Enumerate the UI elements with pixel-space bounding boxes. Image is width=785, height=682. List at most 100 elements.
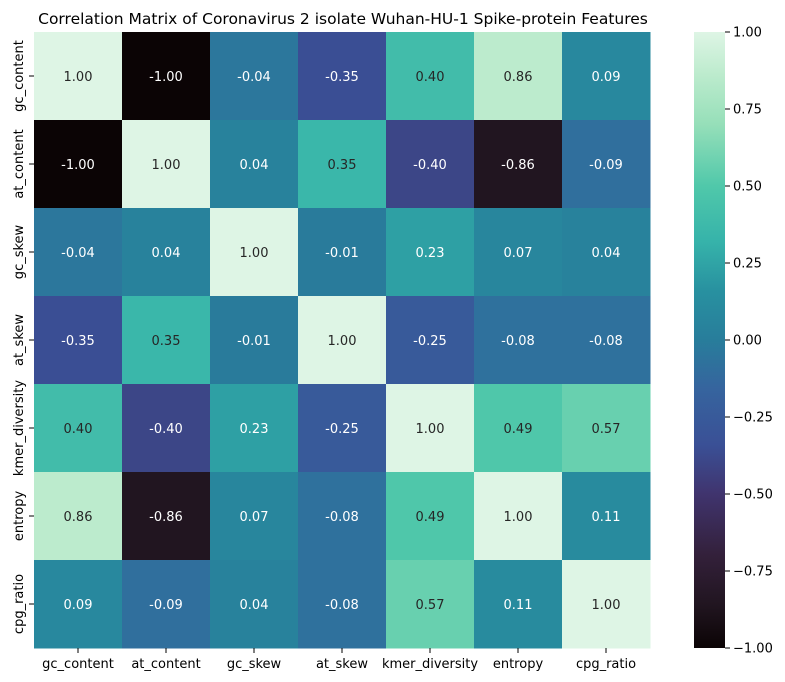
heatmap-cell xyxy=(122,384,211,473)
cell-value-label: -0.08 xyxy=(501,334,535,349)
y-tick-label: cpg_ratio xyxy=(12,574,27,634)
cell-value-label: -0.25 xyxy=(413,334,447,349)
x-tick-label: at_content xyxy=(131,657,200,672)
heatmap-cell xyxy=(210,32,299,121)
y-tick-label: at_content xyxy=(12,129,27,198)
cell-value-label: 0.09 xyxy=(592,70,621,85)
cell-value-label: 0.07 xyxy=(504,246,533,261)
heatmap-cell xyxy=(210,560,299,649)
heatmap-cell xyxy=(386,384,475,473)
cell-value-label: -0.35 xyxy=(61,334,95,349)
heatmap-cell xyxy=(562,32,651,121)
heatmap-cell xyxy=(122,32,211,121)
heatmap-cell xyxy=(210,472,299,561)
x-tick-label: at_skew xyxy=(316,657,368,672)
cell-value-label: -0.01 xyxy=(237,334,271,349)
x-tick-label: gc_content xyxy=(42,657,114,672)
heatmap-cell xyxy=(210,208,299,297)
cell-value-label: 0.49 xyxy=(504,422,533,437)
heatmap-cell xyxy=(298,32,387,121)
heatmap-cell xyxy=(386,296,475,385)
colorbar-tick-label: −0.50 xyxy=(733,488,773,503)
cell-value-label: 0.04 xyxy=(152,246,181,261)
colorbar-tick-label: −1.00 xyxy=(733,642,773,657)
cell-value-label: -0.08 xyxy=(325,598,359,613)
heatmap-cell xyxy=(474,384,563,473)
cell-value-label: 0.49 xyxy=(416,510,445,525)
colorbar-bar xyxy=(694,32,725,648)
cell-value-label: -1.00 xyxy=(149,70,183,85)
cell-value-label: -0.04 xyxy=(237,70,271,85)
cell-value-label: -0.08 xyxy=(589,334,623,349)
heatmap-cell xyxy=(386,560,475,649)
heatmap-cell xyxy=(122,208,211,297)
cell-value-label: 1.00 xyxy=(504,510,533,525)
cell-value-label: 0.40 xyxy=(64,422,93,437)
heatmap-cell xyxy=(386,120,475,209)
cell-value-label: 1.00 xyxy=(64,70,93,85)
cell-value-label: 1.00 xyxy=(416,422,445,437)
cell-value-label: 0.57 xyxy=(592,422,621,437)
heatmap-cell xyxy=(34,472,123,561)
cell-value-label: 0.86 xyxy=(504,70,533,85)
heatmap-cell xyxy=(34,560,123,649)
y-axis-ticks: gc_content at_content gc_skew at_skew kmer_d… xyxy=(12,40,34,634)
cell-value-label: 0.04 xyxy=(240,598,269,613)
y-tick-label: gc_skew xyxy=(12,224,27,279)
heatmap-cells: 1.00 -1.00 -0.04 -0.35 0.40 0.86 0.09 -1.00 1.00… xyxy=(34,32,651,649)
cell-value-label: 1.00 xyxy=(328,334,357,349)
heatmap-cell xyxy=(122,120,211,209)
cell-value-label: -0.01 xyxy=(325,246,359,261)
cell-value-label: 0.23 xyxy=(240,422,269,437)
cell-value-label: -0.09 xyxy=(589,158,623,173)
colorbar-tick-label: 1.00 xyxy=(733,26,762,41)
heatmap-cell xyxy=(210,296,299,385)
heatmap-cell xyxy=(210,384,299,473)
cell-value-label: -1.00 xyxy=(61,158,95,173)
cell-value-label: 0.09 xyxy=(64,598,93,613)
cell-value-label: -0.40 xyxy=(149,422,183,437)
x-axis-ticks: gc_content at_content gc_skew at_skew kmer_d… xyxy=(42,648,636,672)
cell-value-label: 0.35 xyxy=(328,158,357,173)
cell-value-label: 0.40 xyxy=(416,70,445,85)
x-tick-label: entropy xyxy=(493,657,544,672)
y-tick-label: at_skew xyxy=(12,314,27,366)
colorbar-tick-label: 0.00 xyxy=(733,334,762,349)
colorbar-tick-label: 0.75 xyxy=(733,103,762,118)
heatmap-cell xyxy=(474,560,563,649)
heatmap-cell xyxy=(562,120,651,209)
heatmap-cell xyxy=(474,472,563,561)
heatmap-cell xyxy=(122,560,211,649)
heatmap-cell xyxy=(386,208,475,297)
heatmap-cell xyxy=(122,296,211,385)
heatmap-cell xyxy=(386,472,475,561)
cell-value-label: 0.23 xyxy=(416,246,445,261)
cell-value-label: 0.11 xyxy=(504,598,533,613)
cell-value-label: -0.35 xyxy=(325,70,359,85)
cell-value-label: 0.04 xyxy=(240,158,269,173)
cell-value-label: 0.35 xyxy=(152,334,181,349)
cell-value-label: 0.57 xyxy=(416,598,445,613)
cell-value-label: 1.00 xyxy=(152,158,181,173)
cell-value-label: 0.07 xyxy=(240,510,269,525)
x-tick-label: kmer_diversity xyxy=(382,657,478,672)
heatmap-cell xyxy=(474,120,563,209)
heatmap-cell xyxy=(34,32,123,121)
heatmap-cell xyxy=(210,120,299,209)
heatmap-cell xyxy=(474,296,563,385)
cell-value-label: -0.40 xyxy=(413,158,447,173)
heatmap-cell xyxy=(298,208,387,297)
cell-value-label: 0.86 xyxy=(64,510,93,525)
heatmap-cell xyxy=(562,384,651,473)
y-tick-label: gc_content xyxy=(12,40,27,112)
heatmap-cell xyxy=(34,384,123,473)
heatmap-cell xyxy=(298,384,387,473)
cell-value-label: -0.25 xyxy=(325,422,359,437)
colorbar-ticks: 1.00 0.75 0.50 0.25 0.00 −0.25 −0.50 −0.75 −1.00 xyxy=(725,26,773,657)
colorbar-tick-label: 0.25 xyxy=(733,257,762,272)
x-tick-label: gc_skew xyxy=(227,657,282,672)
heatmap-cell xyxy=(298,472,387,561)
heatmap-cell xyxy=(562,296,651,385)
colorbar xyxy=(694,32,725,648)
cell-value-label: -0.08 xyxy=(325,510,359,525)
